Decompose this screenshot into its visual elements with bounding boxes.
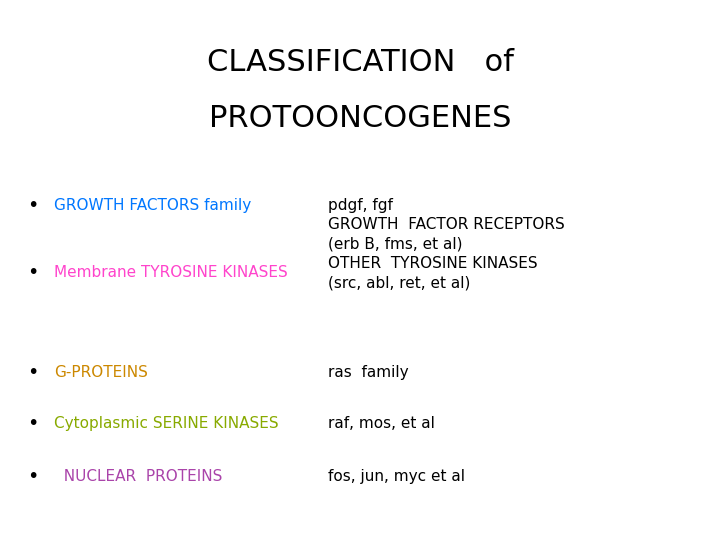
Text: fos, jun, myc et al: fos, jun, myc et al bbox=[328, 469, 464, 484]
Text: GROWTH FACTORS family: GROWTH FACTORS family bbox=[54, 198, 251, 213]
Text: PROTOONCOGENES: PROTOONCOGENES bbox=[209, 104, 511, 133]
Text: ras  family: ras family bbox=[328, 365, 408, 380]
Text: GROWTH  FACTOR RECEPTORS
(erb B, fms, et al)
OTHER  TYROSINE KINASES
(src, abl, : GROWTH FACTOR RECEPTORS (erb B, fms, et … bbox=[328, 217, 564, 291]
Text: •: • bbox=[27, 195, 38, 215]
Text: •: • bbox=[27, 363, 38, 382]
Text: Cytoplasmic SERINE KINASES: Cytoplasmic SERINE KINASES bbox=[54, 416, 279, 431]
Text: G-PROTEINS: G-PROTEINS bbox=[54, 365, 148, 380]
Text: •: • bbox=[27, 263, 38, 282]
Text: •: • bbox=[27, 467, 38, 486]
Text: •: • bbox=[27, 414, 38, 434]
Text: NUCLEAR  PROTEINS: NUCLEAR PROTEINS bbox=[54, 469, 222, 484]
Text: raf, mos, et al: raf, mos, et al bbox=[328, 416, 434, 431]
Text: pdgf, fgf: pdgf, fgf bbox=[328, 198, 392, 213]
Text: Membrane TYROSINE KINASES: Membrane TYROSINE KINASES bbox=[54, 265, 288, 280]
Text: CLASSIFICATION   of: CLASSIFICATION of bbox=[207, 48, 513, 77]
